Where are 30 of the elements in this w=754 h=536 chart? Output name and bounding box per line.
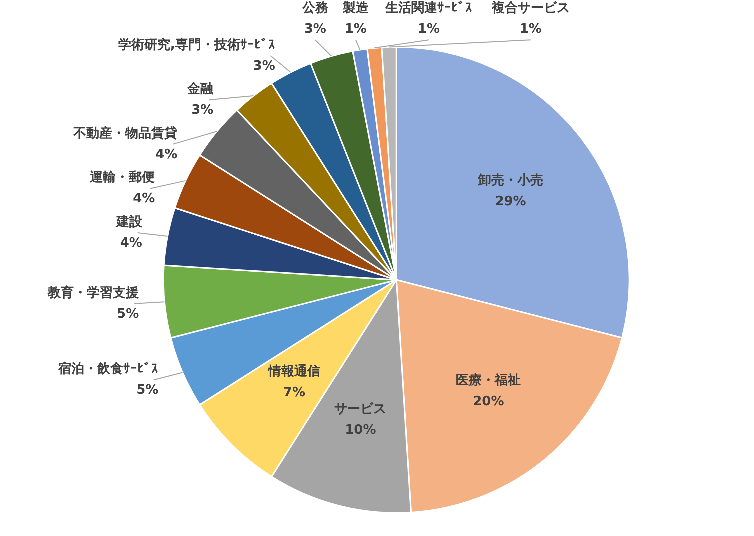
slice-label: 教育・学習支援 xyxy=(47,284,140,301)
slice-label: 不動産・物品賃貸 xyxy=(72,125,178,142)
slice-label: 情報通信 xyxy=(267,363,320,380)
data-label: 29% xyxy=(495,194,526,210)
data-label: 1% xyxy=(344,22,367,38)
slice-label: 医療・福祉 xyxy=(456,372,522,388)
data-label: 1% xyxy=(418,22,440,38)
data-label: 4% xyxy=(120,236,142,251)
data-label: 5% xyxy=(117,306,140,322)
slice-label: 卸売・小売 xyxy=(477,174,544,189)
data-label: 10% xyxy=(345,423,376,438)
data-label: 5% xyxy=(136,383,159,398)
slice-label: 運輸・郵便 xyxy=(89,170,156,186)
slice-label: 金融 xyxy=(186,82,215,98)
data-label: 4% xyxy=(156,147,178,162)
slice-label: 宿泊・飲食ｻｰﾋﾞｽ xyxy=(58,361,159,378)
data-label: 20% xyxy=(473,394,504,410)
slice-label: 製造 xyxy=(342,1,370,16)
slice-label: サービス xyxy=(334,402,387,418)
data-label: 4% xyxy=(133,192,156,207)
data-label: 3% xyxy=(192,103,214,118)
slice-label: 複合サービス xyxy=(490,0,570,16)
slice-label: 建設 xyxy=(115,214,144,230)
slice-label: 公務 xyxy=(301,1,330,16)
data-label: 3% xyxy=(253,58,276,74)
data-label: 7% xyxy=(283,385,306,400)
data-label: 1% xyxy=(520,22,542,38)
data-label: 3% xyxy=(304,22,326,38)
slice-label: 学術研究,専門・技術ｻｰﾋﾞｽ xyxy=(118,36,276,53)
slice-label: 生活関連ｻｰﾋﾞｽ xyxy=(384,0,472,16)
